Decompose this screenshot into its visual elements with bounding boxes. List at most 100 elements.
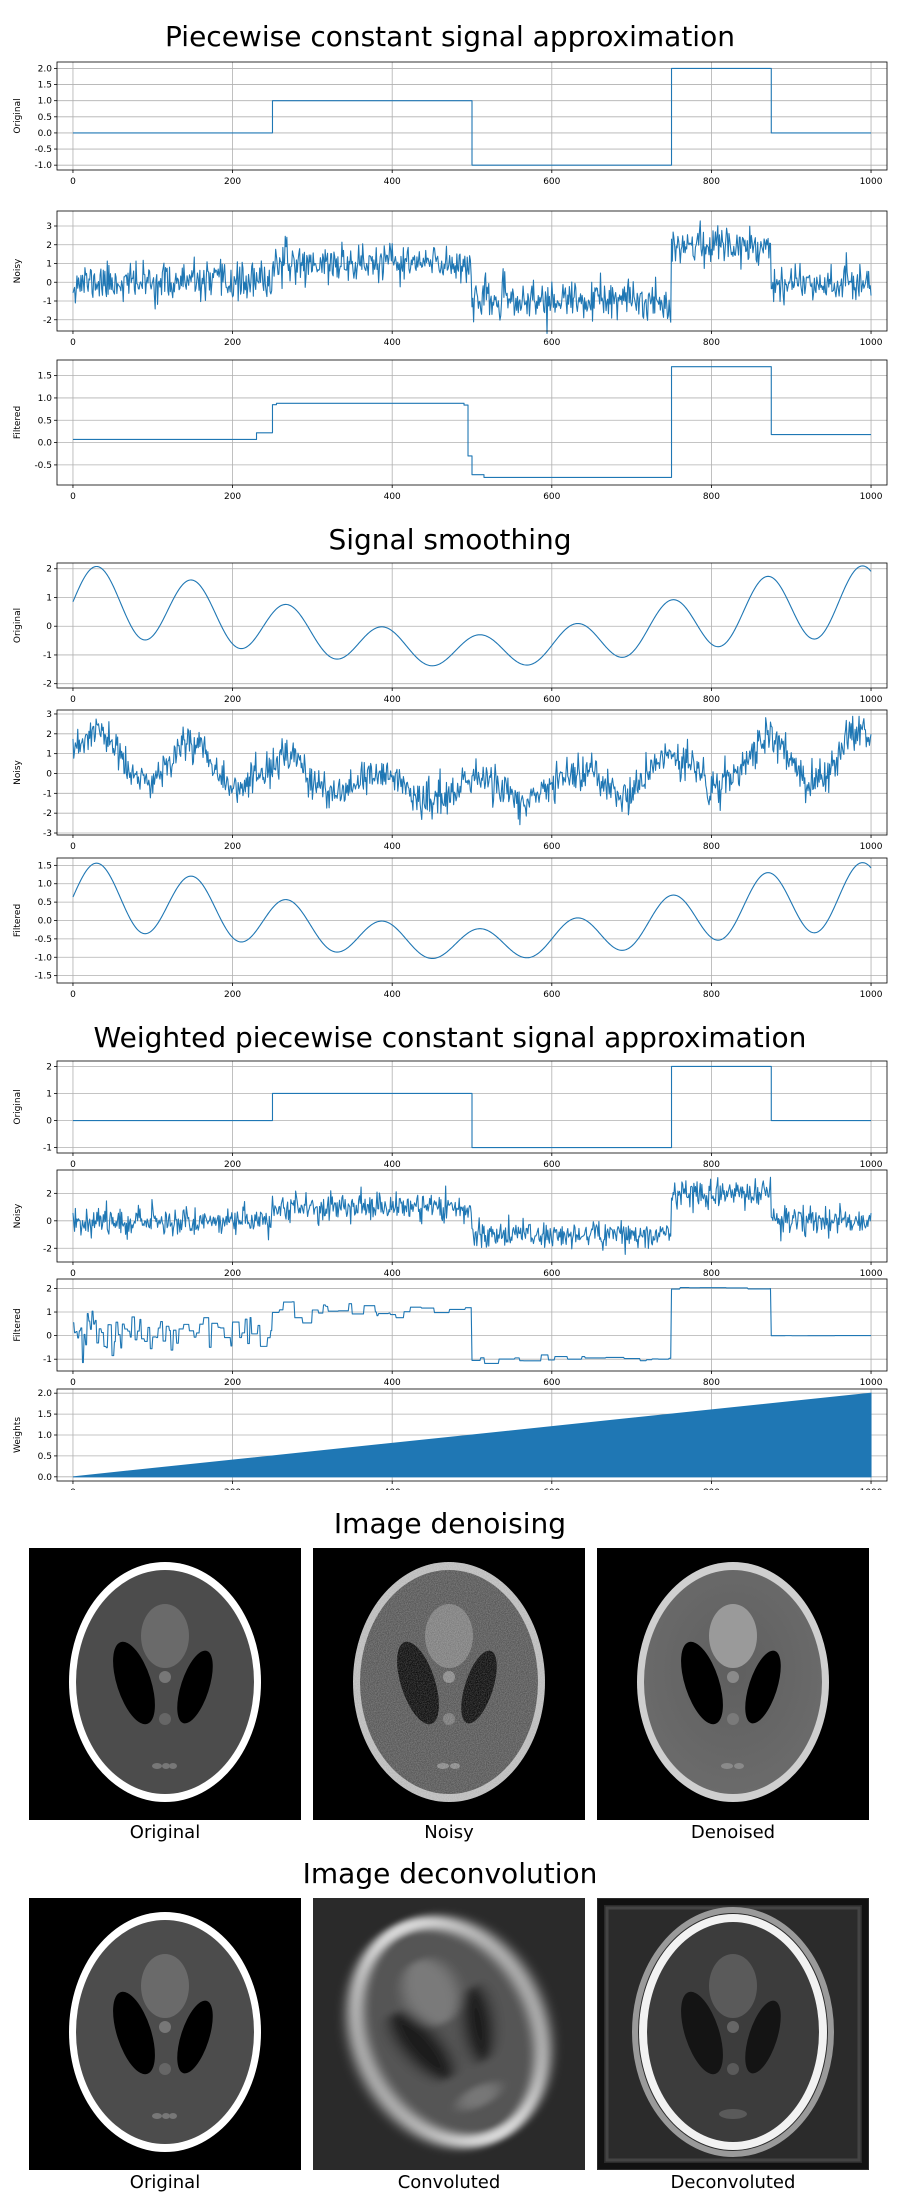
- y-tick-label: -2: [43, 809, 52, 819]
- x-tick-label: 1000: [860, 492, 883, 502]
- x-tick-label: 0: [70, 842, 76, 852]
- x-tick-label: 600: [543, 338, 560, 348]
- y-tick-label: -1: [43, 1144, 52, 1154]
- x-tick-label: 800: [703, 990, 720, 1000]
- y-tick-label: -1: [43, 1355, 52, 1365]
- caption-deconvoluted: Deconvoluted: [670, 2172, 796, 2193]
- phantom-deconvoluted-image: [597, 1898, 869, 2170]
- y-tick-label: 1: [46, 260, 52, 270]
- x-tick-label: 0: [70, 177, 76, 187]
- y-tick-label: 0.0: [38, 129, 53, 139]
- y-axis-label: Filtered: [13, 904, 23, 937]
- caption-convoluted: Convoluted: [397, 2172, 501, 2193]
- x-tick-label: 200: [224, 177, 241, 187]
- y-tick-label: 0.5: [38, 1452, 52, 1462]
- y-tick-label: -2: [43, 316, 52, 326]
- y-tick-label: -3: [43, 829, 52, 839]
- y-tick-label: 0.5: [38, 416, 52, 426]
- x-tick-label: 1000: [860, 1378, 883, 1388]
- y-tick-label: 3: [46, 222, 52, 232]
- x-tick-label: 400: [384, 1488, 401, 1490]
- x-tick-label: 1000: [860, 1269, 883, 1279]
- y-axis-label: Filtered: [13, 406, 23, 439]
- x-tick-label: 0: [70, 338, 76, 348]
- chart-panel-wpc-weights: 0 200 400 600 800 1000 0.0 0.5 1.0 1.5 2.0 Weights: [13, 1388, 888, 1490]
- x-tick-label: 400: [384, 990, 401, 1000]
- chart-panel-smooth-original: 0 200 400 600 800 1000 -2 -1 0 1 2 Original: [13, 562, 888, 705]
- x-tick-label: 400: [384, 177, 401, 187]
- y-tick-label: -1.5: [34, 972, 52, 982]
- y-tick-label: -0.5: [34, 145, 52, 155]
- x-tick-label: 800: [703, 338, 720, 348]
- x-tick-label: 400: [384, 842, 401, 852]
- x-tick-label: 1000: [860, 1488, 883, 1490]
- axes-frame: [56, 1060, 888, 1154]
- x-tick-label: 800: [703, 177, 720, 187]
- series-line: [72, 1176, 872, 1255]
- section-title-deconvolution: Image deconvolution: [302, 1857, 598, 1890]
- series-line: [72, 715, 872, 826]
- x-tick-label: 200: [224, 1269, 241, 1279]
- x-tick-label: 200: [224, 1378, 241, 1388]
- section-title-smoothing: Signal smoothing: [328, 523, 572, 556]
- chart-panel-pc-filtered: 0 200 400 600 800 1000 -0.5 0.0 0.5 1.0 1.5 Filtere…: [13, 359, 888, 502]
- x-tick-label: 200: [224, 492, 241, 502]
- axes-frame: [56, 562, 888, 689]
- x-tick-label: 0: [70, 1378, 76, 1388]
- x-tick-label: 400: [384, 695, 401, 705]
- x-tick-label: 400: [384, 1160, 401, 1170]
- y-tick-label: -0.5: [34, 935, 52, 945]
- caption-original-denoise: Original: [129, 1822, 201, 1843]
- y-tick-label: 1.5: [38, 1410, 52, 1420]
- series-line: [72, 366, 872, 478]
- series-line: [72, 220, 872, 335]
- chart-panel-pc-noisy: 0 200 400 600 800 1000 -2 -1 0 1 2 3 Noisy: [13, 210, 888, 348]
- x-tick-label: 1000: [860, 990, 883, 1000]
- x-tick-label: 200: [224, 338, 241, 348]
- y-tick-label: 0.0: [38, 917, 53, 927]
- series-line: [72, 67, 872, 166]
- x-tick-label: 200: [224, 1488, 241, 1490]
- y-tick-label: 2: [46, 1189, 52, 1199]
- y-tick-label: -1: [43, 789, 52, 799]
- x-tick-label: 0: [70, 1488, 76, 1490]
- y-tick-label: 1.0: [38, 97, 53, 107]
- axes-frame: [56, 210, 888, 332]
- y-tick-label: 2: [46, 1284, 52, 1294]
- y-tick-label: 3: [46, 710, 52, 720]
- y-tick-label: 0.5: [38, 898, 52, 908]
- signal-plots: 0 200 400 600 800 1000-1.0-0.50.00.51.01.52.0…: [13, 61, 888, 1490]
- x-tick-label: 600: [543, 1488, 560, 1490]
- x-tick-label: 800: [703, 842, 720, 852]
- y-tick-label: 1.5: [38, 372, 52, 382]
- x-tick-label: 400: [384, 1378, 401, 1388]
- y-tick-label: 2: [46, 1062, 52, 1072]
- y-tick-label: -2: [43, 680, 52, 690]
- y-tick-label: 0.0: [38, 1473, 53, 1483]
- x-tick-label: 800: [703, 492, 720, 502]
- chart-panel-smooth-filtered: 0 200 400 600 800 1000 -1.5 -1.0 -0.5 0.0 0.5 1.0 1.…: [13, 857, 888, 1000]
- caption-noisy: Noisy: [424, 1822, 474, 1843]
- y-tick-label: 2: [46, 241, 52, 251]
- x-tick-label: 400: [384, 492, 401, 502]
- x-tick-label: 0: [70, 990, 76, 1000]
- x-tick-label: 600: [543, 695, 560, 705]
- y-tick-label: 1.0: [38, 1431, 53, 1441]
- phantom-original-denoise-image: [29, 1548, 301, 1820]
- y-tick-label: 1.5: [38, 861, 52, 871]
- y-tick-label: 2.0: [38, 64, 53, 74]
- axes-frame: [56, 1278, 888, 1372]
- y-tick-label: 1.5: [38, 81, 52, 91]
- y-tick-label: 0.0: [38, 439, 53, 449]
- x-tick-label: 600: [543, 842, 560, 852]
- y-tick-label: 2: [46, 730, 52, 740]
- y-tick-label: -1: [43, 651, 52, 661]
- x-tick-label: 800: [703, 695, 720, 705]
- y-tick-label: 1.0: [38, 880, 53, 890]
- x-tick-label: 800: [703, 1378, 720, 1388]
- section-title-denoising: Image denoising: [333, 1507, 567, 1540]
- y-tick-label: 1: [46, 1089, 52, 1099]
- y-axis-label: Weights: [13, 1417, 23, 1453]
- x-tick-label: 800: [703, 1160, 720, 1170]
- y-tick-label: 0: [46, 1217, 52, 1227]
